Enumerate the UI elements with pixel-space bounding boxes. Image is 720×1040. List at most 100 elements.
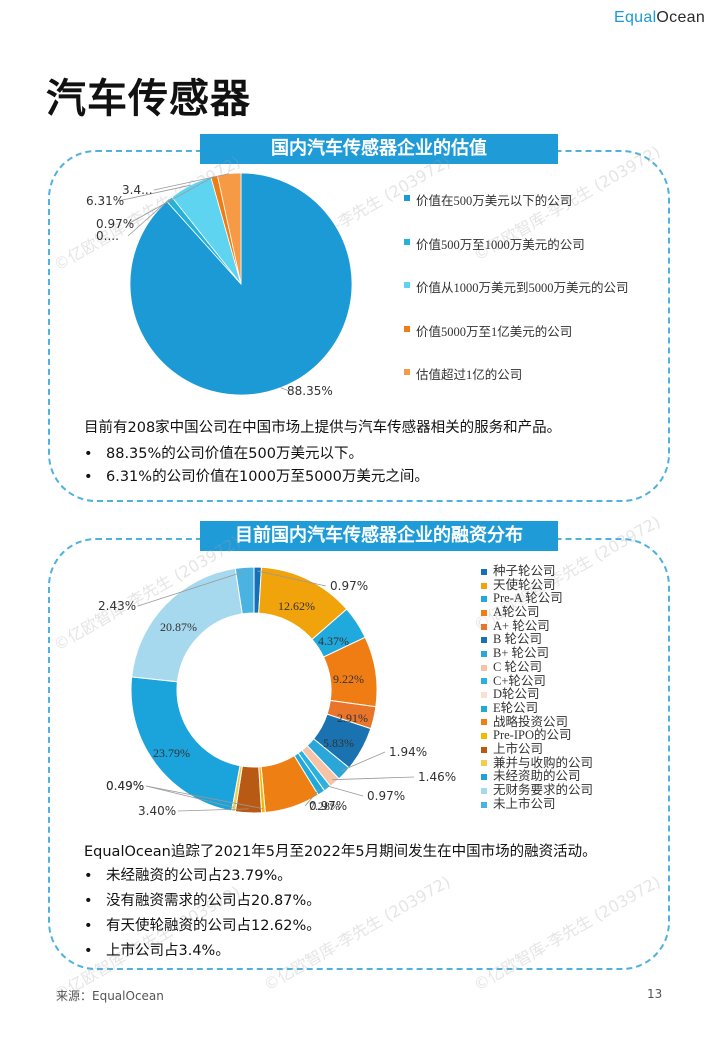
data-label: 88.35% (287, 384, 333, 398)
legend-swatch (404, 282, 410, 288)
financing-banner: 目前国内汽车传感器企业的融资分布 (200, 521, 558, 551)
legend-swatch (481, 760, 487, 767)
legend-label: 价值在500万美元以下的公司 (416, 194, 573, 208)
data-label: 4.37% (318, 634, 349, 648)
legend-label: 战略投资公司 (493, 714, 569, 729)
legend-swatch (481, 678, 487, 685)
legend-swatch (481, 692, 487, 699)
legend-label: 天使轮公司 (493, 577, 556, 592)
legend-label: A轮公司 (493, 605, 540, 620)
data-label: 1.46% (418, 770, 456, 784)
data-label: 2.43% (98, 599, 136, 613)
legend-label: C+轮公司 (493, 673, 546, 688)
legend-label: 价值从1000万美元到5000万美元的公司 (416, 281, 629, 295)
legend-label: Pre-A 轮公司 (493, 591, 563, 606)
legend-item: 价值在500万美元以下的公司 (404, 190, 629, 234)
leader-line (127, 175, 215, 225)
leader-line (280, 387, 290, 392)
legend-label: 上市公司 (493, 741, 544, 756)
legend-swatch (481, 664, 487, 671)
legend-label: D轮公司 (493, 687, 540, 702)
bullet-dot: • (84, 918, 93, 934)
leader-line (341, 751, 386, 772)
bullet-dot: • (84, 943, 93, 959)
leader-line (145, 785, 264, 810)
financing-summary: EqualOcean追踪了2021年5月至2022年5月期间发生在中国市场的融资… (84, 844, 597, 860)
legend-item: 未上市公司 (481, 796, 593, 812)
valuation-bullet: • 6.31%的公司价值在1000万至5000万美元之间。 (84, 465, 429, 486)
legend-item: Pre-A 轮公司 (481, 592, 593, 606)
legend-item: B 轮公司 (481, 633, 593, 647)
leader-line (145, 785, 235, 808)
financing-bullet: • 有天使轮融资的公司占12.62%。 (84, 914, 321, 935)
legend-item: 价值500万至1000万美元的公司 (404, 234, 629, 278)
bullet-dot: • (84, 893, 93, 909)
legend-item: 兼并与收购的公司 (481, 755, 594, 771)
data-label: 3.40% (138, 804, 176, 818)
logo-prefix: Equal (614, 9, 657, 26)
data-label: 5.83% (323, 736, 354, 750)
legend-item: 天使轮公司 (481, 577, 593, 593)
legend-item: 估值超过1亿的公司 (404, 364, 629, 408)
legend-swatch (481, 568, 487, 575)
financing-legend: 种子轮公司 天使轮公司 Pre-A 轮公司 A轮公司 A+ 轮公司 B 轮公司 B+ 轮公司… (481, 564, 594, 812)
legend-item: D轮公司 (481, 687, 593, 702)
data-label: 0.97% (330, 579, 368, 593)
data-label: 7.28% (309, 799, 340, 813)
legend-label: 估值超过1亿的公司 (416, 368, 523, 382)
legend-swatch (481, 637, 487, 644)
legend-swatch (481, 596, 487, 603)
legend-item: A轮公司 (481, 605, 593, 620)
leader-line (117, 184, 191, 202)
donut-slice (130, 676, 241, 812)
legend-item: C 轮公司 (481, 660, 593, 675)
legend-label: 未经资助的公司 (493, 769, 581, 784)
legend-label: B+ 轮公司 (493, 646, 550, 661)
bullet-text: 6.31%的公司价值在1000万至5000万美元之间。 (106, 469, 429, 485)
financing-bullet: • 没有融资需求的公司占20.87%。 (84, 889, 321, 910)
legend-swatch (404, 195, 410, 201)
legend-item: C+轮公司 (481, 673, 593, 689)
data-label: 9.22% (333, 672, 364, 686)
data-label: 12.62% (278, 599, 315, 613)
data-label: 20.87% (160, 620, 197, 634)
data-label: 0.97% (309, 799, 347, 813)
legend-swatch (481, 609, 487, 616)
legend-label: B 轮公司 (493, 632, 542, 647)
legend-item: 种子轮公司 (481, 564, 593, 579)
data-label: 0.97% (96, 217, 134, 231)
valuation-bullet: • 88.35%的公司价值在500万美元以下。 (84, 442, 363, 463)
legend-label: E轮公司 (493, 700, 539, 715)
legend-label: 未上市公司 (493, 796, 556, 811)
leader-line (304, 789, 320, 807)
equalocean-logo: EqualOcean (614, 9, 705, 27)
legend-label: 种子轮公司 (493, 564, 556, 578)
financing-bullet: • 未经融资的公司占23.79%。 (84, 864, 292, 885)
legend-item: B+ 轮公司 (481, 646, 593, 661)
data-label: 0.... (96, 229, 119, 243)
leader-line (325, 785, 364, 797)
donut-slice (234, 566, 255, 615)
bullet-dot: • (84, 469, 93, 485)
legend-item: Pre-IPO的公司 (481, 729, 593, 743)
source-note: 来源：EqualOcean (56, 989, 164, 1003)
legend-item: A+ 轮公司 (481, 618, 593, 634)
leader-line (332, 776, 415, 781)
legend-label: A+ 轮公司 (493, 618, 550, 633)
legend-item: 价值从1000万美元到5000万美元的公司 (404, 277, 629, 321)
legend-label: Pre-IPO的公司 (493, 728, 572, 743)
legend-item: E轮公司 (481, 700, 593, 716)
valuation-banner: 国内汽车传感器企业的估值 (200, 134, 558, 164)
data-label: 0.49% (106, 779, 144, 793)
leader-line (177, 808, 249, 812)
legend-label: 兼并与收购的公司 (493, 755, 594, 770)
legend-label: 无财务要求的公司 (493, 783, 594, 797)
legend-swatch (481, 719, 487, 726)
legend-swatch (404, 325, 410, 332)
legend-item: 上市公司 (481, 741, 593, 757)
legend-swatch (404, 369, 410, 375)
legend-item: 无财务要求的公司 (481, 783, 594, 798)
legend-swatch (481, 733, 487, 740)
legend-item: 价值5000万至1亿美元的公司 (404, 321, 629, 365)
